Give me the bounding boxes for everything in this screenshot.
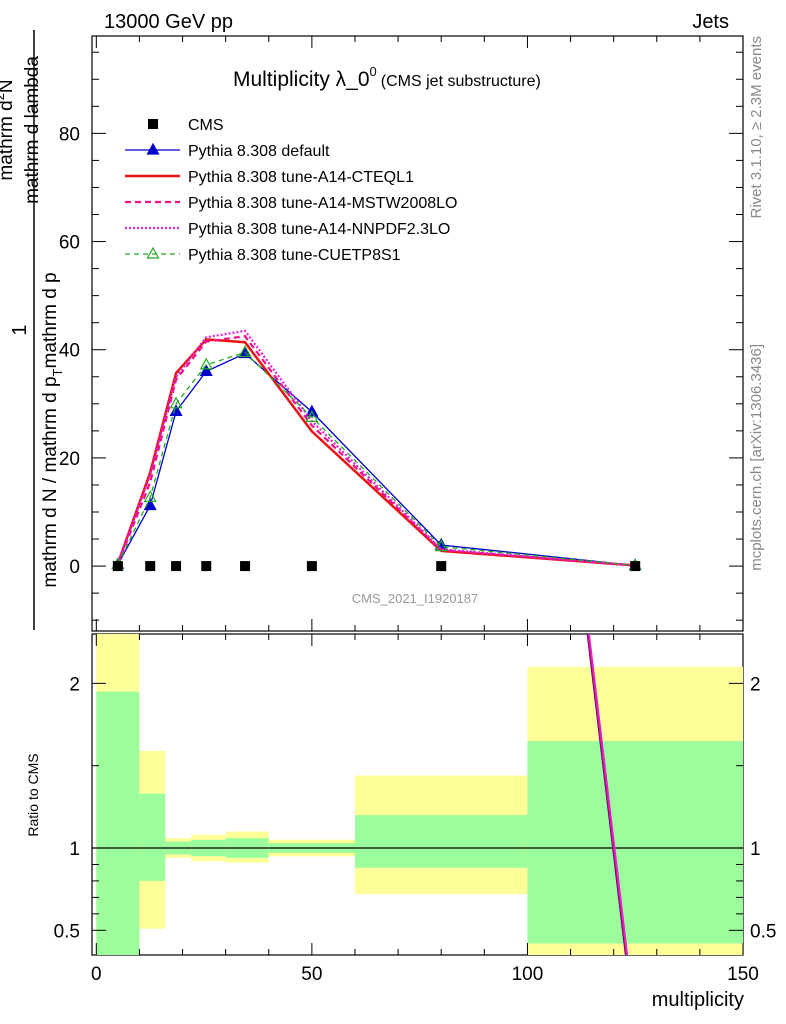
main-y-axis-label: 1 mathrm d N / mathrm d pTmathrm d p mat… (0, 30, 65, 630)
main-y-tick-label-80: 80 (59, 124, 80, 145)
main-y-tick-label-0: 0 (69, 557, 80, 578)
ratio-y-tick-label-left-0: 0.5 (54, 921, 80, 942)
y-label-denominator: mathrm d N / mathrm d pTmathrm d p (40, 272, 65, 587)
cms-point-4 (240, 561, 251, 572)
legend-label-5: Pythia 8.308 tune-CUETP8S1 (188, 247, 401, 264)
legend-label-2: Pythia 8.308 tune-A14-CTEQL1 (188, 169, 414, 186)
legend-label-3: Pythia 8.308 tune-A14-MSTW2008LO (188, 195, 457, 212)
legend: CMS Pythia 8.308 default Pythia 8.308 tune… (125, 117, 457, 264)
legend-marker-0 (148, 119, 158, 129)
ratio-y-tick-label-right-0: 0.5 (750, 921, 776, 942)
analysis-id: CMS_2021_I1920187 (352, 591, 479, 606)
legend-marker-5 (146, 246, 160, 259)
ratio-y-axis-label: Ratio to CMS (25, 753, 41, 836)
x-tick-label-0: 0 (91, 964, 102, 985)
series-5-point-1 (143, 490, 157, 502)
x-tick-label-150: 150 (727, 964, 759, 985)
main-plot-frame (91, 35, 744, 632)
legend-label-0: CMS (188, 117, 224, 134)
series-line-5 (117, 351, 636, 567)
cms-point-5 (306, 561, 317, 572)
energy-label: 13000 GeV pp (104, 11, 233, 33)
series-line-2 (116, 338, 636, 567)
ratio-band-inner-0 (96, 691, 140, 955)
main-y-tick-label-40: 40 (59, 341, 80, 362)
ratio-band-inner-1 (139, 793, 166, 881)
ratio-y-tick-label-right-2: 2 (750, 674, 761, 695)
series-line-4 (116, 329, 636, 567)
cms-point-1 (145, 561, 156, 572)
main-y-tick-label-60: 60 (59, 233, 80, 254)
cms-point-7 (630, 561, 641, 572)
legend-label-1: Pythia 8.308 default (188, 143, 330, 160)
mcplots-label: mcplots.cern.ch [arXiv:1306.3436] (748, 344, 765, 571)
series-line-1 (117, 352, 636, 567)
ratio-series-line-3 (588, 634, 629, 955)
plot-title: Multiplicity λ_00(CMS jet substructure) (233, 64, 541, 91)
series-5-point-2 (169, 396, 183, 409)
legend-label-4: Pythia 8.308 tune-A14-NNPDF2.3LO (188, 221, 450, 238)
cms-point-6 (436, 561, 447, 572)
x-axis-label: multiplicity (652, 989, 744, 1011)
series-5-point-3 (199, 357, 213, 370)
y-label-inner-fraction-den: mathrm d lambda (22, 56, 43, 204)
ratio-y-tick-label-left-1: 1 (69, 839, 80, 860)
y-label-numerator: 1 (9, 324, 31, 335)
ratio-band-inner-6 (354, 815, 528, 868)
x-tick-label-100: 100 (512, 964, 544, 985)
ratio-y-tick-label-left-2: 2 (69, 674, 80, 695)
cms-point-2 (171, 561, 182, 572)
series-5-point-6 (434, 539, 448, 552)
y-label-inner-fraction-num: mathrm d2N (0, 79, 17, 180)
axes: 0 50 100 150 0 20 40 60 80 0.5 0.5 1 1 2 2 (54, 36, 776, 985)
ratio-band-inner-7 (527, 741, 743, 944)
series-1-point-3 (199, 364, 213, 376)
ratio-bands (92, 634, 743, 955)
x-tick-label-50: 50 (301, 964, 322, 985)
series-5-point-5 (305, 410, 319, 422)
legend-marker-1 (146, 142, 160, 155)
data-series (111, 329, 642, 572)
cms-point-3 (201, 561, 212, 572)
rivet-label: Rivet 3.1.10, ≥ 2.3M events (748, 36, 765, 219)
process-label: Jets (692, 11, 729, 33)
ratio-y-tick-label-right-1: 1 (750, 839, 761, 860)
series-5-point-4 (238, 345, 252, 358)
series-line-3 (116, 335, 636, 567)
cms-point-0 (112, 561, 123, 572)
main-y-tick-label-20: 20 (59, 449, 80, 470)
